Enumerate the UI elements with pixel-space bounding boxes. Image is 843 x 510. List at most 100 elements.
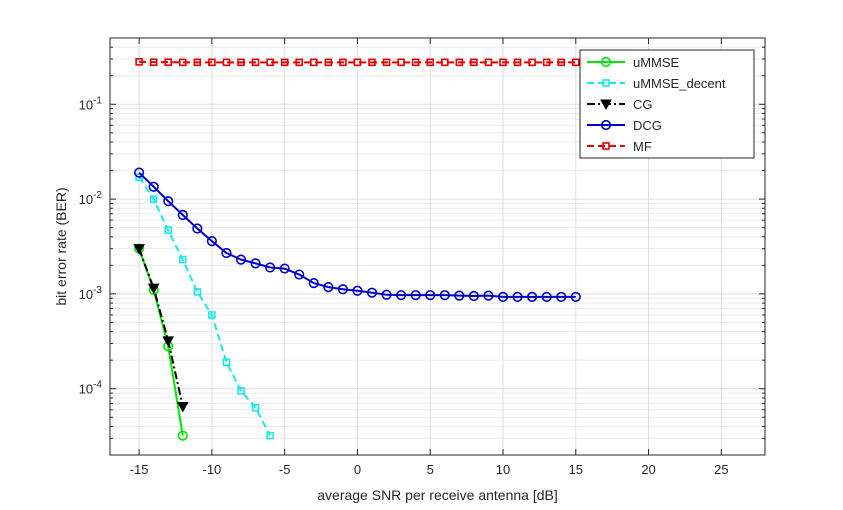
data-point-dcg (337, 284, 348, 295)
data-point-ummse-decent (222, 358, 231, 367)
legend-label-mf: MF (633, 139, 652, 154)
data-point-dcg (352, 285, 363, 296)
data-point-cg (176, 401, 189, 413)
series-layer (133, 58, 581, 441)
data-point-mf (484, 58, 493, 67)
x-tick-label: 0 (354, 462, 361, 477)
data-point-mf (426, 58, 435, 67)
data-point-cg (147, 283, 160, 295)
data-point-dcg (323, 281, 334, 293)
data-point-dcg (396, 290, 407, 301)
x-tick-labels: -15 -10 -5 0 5 10 15 20 25 (130, 462, 729, 477)
data-point-mf (353, 58, 362, 67)
y-tick-labels: 10-1 10-2 10-3 10-4 (79, 95, 103, 396)
data-point-mf (382, 58, 391, 67)
y-tick-label: 10-3 (79, 285, 103, 302)
data-point-dcg (381, 289, 392, 300)
x-tick-label: 10 (496, 462, 510, 477)
data-point-dcg (265, 262, 276, 273)
series-line-dcg (138, 171, 576, 298)
data-point-cg (162, 336, 175, 347)
data-point-mf (455, 58, 464, 67)
data-point-mf (295, 58, 304, 67)
data-point-dcg (512, 291, 523, 302)
series-ummse-decent (135, 173, 274, 440)
data-point-dcg (366, 287, 378, 298)
data-point-cg (133, 244, 145, 255)
data-point-dcg (206, 236, 217, 247)
legend-marker-ummse-decent (602, 79, 610, 87)
data-point-ummse-decent (237, 387, 245, 395)
series-mf (135, 58, 580, 67)
data-point-mf (513, 58, 522, 67)
plot-area-frame (109, 37, 766, 456)
data-point-mf (499, 58, 507, 67)
x-tick-label: -10 (202, 462, 221, 477)
data-point-dcg (468, 290, 479, 302)
data-point-dcg (294, 269, 305, 280)
data-point-mf (339, 58, 347, 67)
data-point-ummse-decent (193, 288, 202, 296)
y-tick-label: 10-4 (79, 380, 103, 397)
data-point-ummse-decent (251, 403, 260, 412)
data-point-dcg (425, 290, 436, 301)
x-axis-label: average SNR per receive antenna [dB] (317, 487, 557, 503)
legend-label-cg: CG (633, 97, 653, 112)
data-point-mf (266, 58, 274, 67)
data-point-mf (411, 58, 420, 67)
data-point-dcg (497, 291, 509, 302)
data-point-ummse-decent (208, 311, 216, 319)
data-point-dcg (148, 181, 159, 192)
data-point-mf (470, 58, 478, 67)
x-tick-label: 25 (714, 462, 728, 477)
legend-label-ummse-decent: uMMSE_decent (633, 76, 726, 91)
data-point-mf (149, 58, 158, 66)
data-point-mf (440, 58, 449, 67)
x-tick-label: -15 (130, 462, 149, 477)
data-point-dcg (483, 290, 494, 301)
data-point-dcg (308, 278, 319, 289)
data-point-ummse-decent (266, 431, 274, 440)
data-point-ummse-decent (178, 255, 187, 264)
legend-marker-ummse (600, 56, 612, 68)
data-point-mf (178, 58, 187, 67)
data-point-ummse-decent (164, 226, 173, 234)
series-line-ummse-decent (138, 176, 271, 437)
legend-entry-mf: MF (587, 139, 652, 154)
data-point-dcg (134, 167, 145, 178)
data-point-dcg (410, 290, 421, 301)
data-point-mf (397, 58, 405, 67)
legend-marker-cg (600, 99, 612, 111)
legend-label-dcg: DCG (633, 118, 662, 133)
data-point-dcg (235, 254, 247, 265)
data-point-ummse-decent (135, 173, 143, 182)
legend-entry-ummse-decent: uMMSE_decent (587, 76, 726, 91)
data-point-mf (309, 58, 318, 67)
axis-ticks (110, 38, 765, 455)
data-point-mf (222, 58, 231, 67)
legend-entry-dcg: DCG (587, 118, 662, 133)
data-point-mf (368, 58, 376, 67)
series-cg (133, 244, 189, 413)
y-tick-label: 10-2 (79, 190, 103, 207)
data-point-dcg (527, 291, 538, 302)
legend-entry-ummse: uMMSE (587, 55, 680, 70)
data-point-dcg (192, 223, 203, 234)
data-point-mf (251, 58, 260, 67)
data-point-mf (135, 58, 143, 66)
data-point-dcg (163, 196, 174, 207)
data-point-mf (237, 58, 245, 67)
series-dcg (134, 167, 581, 302)
x-tick-label: 15 (569, 462, 583, 477)
data-point-mf (571, 58, 580, 67)
data-point-mf (164, 58, 173, 66)
legend-marker-mf (602, 142, 610, 150)
data-point-dcg (570, 291, 581, 302)
data-point-dcg (556, 291, 567, 302)
data-point-ummse (177, 430, 188, 441)
data-point-dcg (454, 290, 465, 301)
data-point-mf (557, 58, 566, 67)
y-axis-label: bit error rate (BER) (53, 187, 69, 305)
x-tick-label: 5 (427, 462, 434, 477)
